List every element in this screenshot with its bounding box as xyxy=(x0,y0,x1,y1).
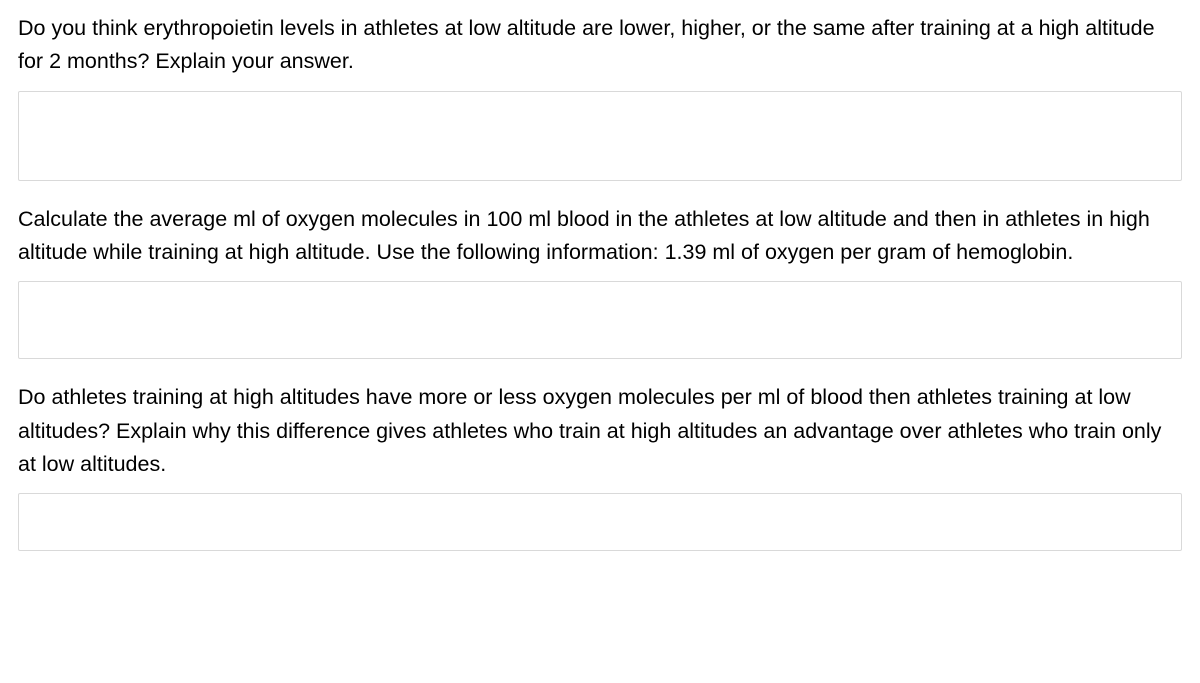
question-prompt: Calculate the average ml of oxygen molec… xyxy=(18,203,1182,270)
answer-input[interactable] xyxy=(18,91,1182,181)
question-prompt: Do you think erythropoietin levels in at… xyxy=(18,12,1182,79)
question-form: Do you think erythropoietin levels in at… xyxy=(0,0,1200,591)
answer-input[interactable] xyxy=(18,493,1182,551)
question-prompt: Do athletes training at high altitudes h… xyxy=(18,381,1182,481)
question-block-3: Do athletes training at high altitudes h… xyxy=(18,381,1182,551)
question-block-1: Do you think erythropoietin levels in at… xyxy=(18,12,1182,181)
answer-input[interactable] xyxy=(18,281,1182,359)
question-block-2: Calculate the average ml of oxygen molec… xyxy=(18,203,1182,360)
